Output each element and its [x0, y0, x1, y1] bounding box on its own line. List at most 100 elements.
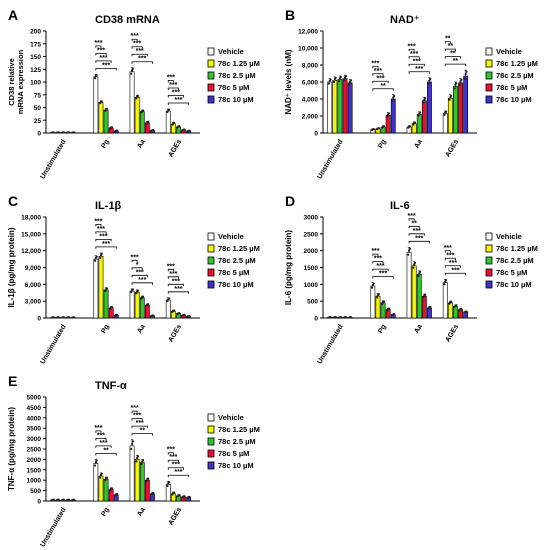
significance-label: ***: [451, 267, 459, 274]
significance-bracket: [95, 438, 107, 441]
data-point: [145, 480, 148, 483]
data-point: [329, 78, 332, 81]
legend-entry: 78c 5 µM: [218, 449, 249, 458]
bar: [108, 307, 114, 319]
significance-label: ***: [94, 425, 102, 432]
significance-bracket: [372, 268, 389, 272]
data-point: [183, 128, 186, 131]
significance-label: **: [411, 220, 417, 227]
significance-label: ***: [174, 469, 182, 476]
significance-bracket: [95, 246, 117, 249]
data-point: [443, 283, 446, 286]
legend-swatch: [207, 83, 215, 92]
data-point: [418, 270, 422, 273]
bar: [370, 285, 376, 319]
data-point: [152, 128, 155, 132]
data-point: [464, 73, 467, 76]
bar: [98, 102, 104, 134]
panel-letter: C: [8, 193, 18, 209]
legend-swatch: [207, 232, 215, 241]
bar: [375, 295, 381, 319]
data-point: [448, 98, 451, 101]
y-tick-label: 200: [30, 29, 41, 36]
significance-bracket: [167, 276, 179, 279]
data-point: [105, 107, 108, 111]
significance-bracket: [167, 452, 174, 455]
legend-entry: 78c 2.5 µM: [496, 256, 534, 265]
y-tick-label: 12,000: [21, 248, 41, 255]
significance-bracket: [444, 250, 451, 253]
significance-bracket: [95, 453, 117, 456]
data-point: [465, 310, 468, 313]
x-tick-label: Pg: [100, 139, 111, 150]
bar: [134, 291, 140, 319]
bar: [144, 304, 150, 319]
data-point: [422, 101, 425, 104]
bar: [165, 484, 171, 502]
legend-entry: 78c 5 µM: [496, 268, 527, 277]
data-point: [136, 94, 140, 97]
y-tick-label: 2000: [27, 457, 42, 464]
significance-bracket: [131, 418, 143, 421]
significance-bracket: [444, 56, 461, 59]
legend-swatch: [207, 449, 215, 458]
data-point: [327, 82, 331, 85]
significance-label: **: [448, 43, 454, 50]
significance-label: ***: [94, 40, 102, 47]
bar: [453, 305, 458, 319]
significance-label: ***: [413, 228, 421, 235]
significance-label: *: [136, 262, 139, 269]
significance-bracket: [95, 60, 112, 63]
significance-bracket: [95, 45, 102, 48]
data-point: [463, 77, 466, 81]
significance-label: ***: [172, 462, 180, 469]
legend-swatch: [207, 425, 215, 434]
y-tick-label: 5000: [27, 395, 42, 402]
chart-panel-a: A CD38 mRNA 0 25 50 75 100 125 150 175 200 CD38 rel…: [7, 7, 260, 180]
data-point: [428, 79, 431, 82]
data-point: [334, 76, 337, 79]
legend-entry: 78c 1.25 µM: [496, 59, 538, 68]
legend-entry: Vehicle: [218, 47, 244, 56]
data-point: [413, 121, 417, 124]
significance-label: ***: [97, 226, 105, 233]
significance-label: ***: [376, 263, 384, 270]
bar: [129, 71, 135, 134]
legend-swatch: [485, 244, 493, 253]
y-tick-label: 500: [307, 299, 318, 306]
data-point: [100, 100, 103, 103]
data-point: [99, 476, 102, 479]
bar: [103, 289, 109, 319]
x-tick-label: AGEs: [445, 323, 461, 343]
legend-entry: 78c 1.25 µM: [496, 244, 538, 253]
data-point: [339, 75, 342, 79]
data-point: [455, 82, 458, 85]
data-point: [135, 97, 138, 100]
data-point: [173, 491, 176, 494]
data-point: [392, 94, 396, 98]
significance-bracket: [95, 52, 107, 56]
data-point: [443, 113, 446, 116]
legend-swatch: [207, 461, 215, 470]
data-point: [135, 460, 138, 463]
legend-swatch: [207, 47, 215, 56]
significance-label: **: [103, 447, 109, 454]
data-point: [458, 83, 461, 86]
data-point: [67, 316, 70, 319]
legend-swatch: [207, 437, 215, 446]
data-point: [418, 111, 422, 114]
data-point: [377, 293, 380, 296]
y-tick-label: 500: [30, 488, 41, 495]
significance-label: ***: [102, 62, 110, 69]
significance-bracket: [167, 283, 184, 287]
bar: [327, 81, 333, 134]
significance-bracket: [131, 433, 153, 436]
significance-label: ***: [374, 68, 382, 75]
significance-label: ***: [174, 97, 182, 104]
bar: [98, 475, 104, 502]
significance-bracket: [131, 53, 148, 57]
significance-label: ***: [444, 245, 452, 252]
data-point: [332, 80, 336, 84]
legend-entry: 78c 1.25 µM: [218, 59, 260, 68]
x-tick-label: Unstimulated: [316, 139, 344, 181]
